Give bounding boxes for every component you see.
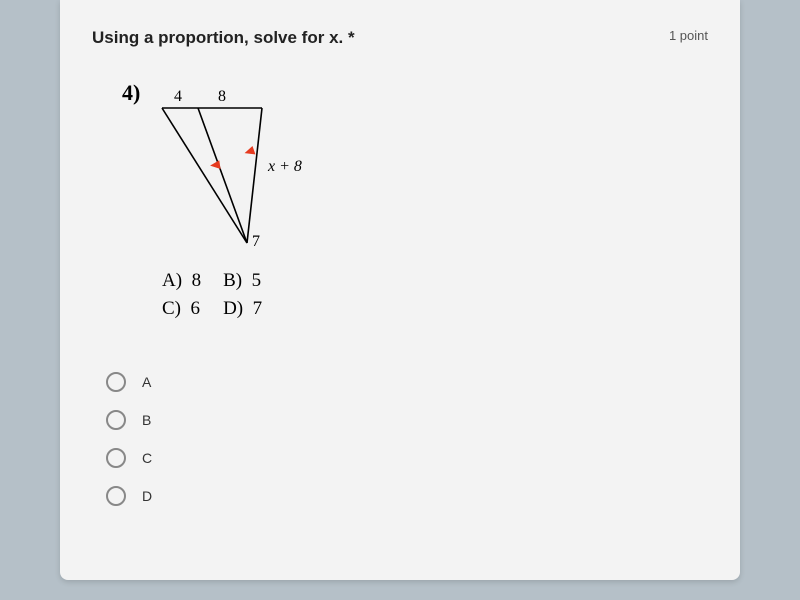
- triangle-diagram: 4 8 x + 8 7: [152, 88, 352, 258]
- radio-icon: [106, 486, 126, 506]
- problem-number: 4): [122, 80, 140, 106]
- label-top-1: 4: [174, 88, 182, 106]
- choice-b: B) 5: [223, 268, 282, 294]
- label-bottom: 7: [252, 233, 260, 251]
- choice-a: A) 8: [162, 268, 221, 294]
- question-title: Using a proportion, solve for x. *: [92, 28, 355, 48]
- option-label-b: B: [142, 412, 151, 428]
- problem-block: 4) 4 8 x + 8 7 A) 8: [142, 88, 708, 324]
- option-label-d: D: [142, 488, 152, 504]
- label-top-2: 8: [218, 88, 226, 106]
- answer-choices: A) 8 B) 5 C) 6 D) 7: [160, 266, 284, 324]
- radio-icon: [106, 448, 126, 468]
- radio-icon: [106, 410, 126, 430]
- choice-c: C) 6: [162, 296, 221, 322]
- option-a[interactable]: A: [106, 372, 708, 392]
- option-b[interactable]: B: [106, 410, 708, 430]
- points-label: 1 point: [669, 28, 708, 43]
- radio-icon: [106, 372, 126, 392]
- option-label-c: C: [142, 450, 152, 466]
- header-row: Using a proportion, solve for x. * 1 poi…: [92, 28, 708, 48]
- label-right: x + 8: [268, 158, 302, 176]
- question-card: Using a proportion, solve for x. * 1 poi…: [60, 0, 740, 580]
- option-c[interactable]: C: [106, 448, 708, 468]
- option-d[interactable]: D: [106, 486, 708, 506]
- choice-d: D) 7: [223, 296, 282, 322]
- radio-options: A B C D: [106, 372, 708, 506]
- option-label-a: A: [142, 374, 151, 390]
